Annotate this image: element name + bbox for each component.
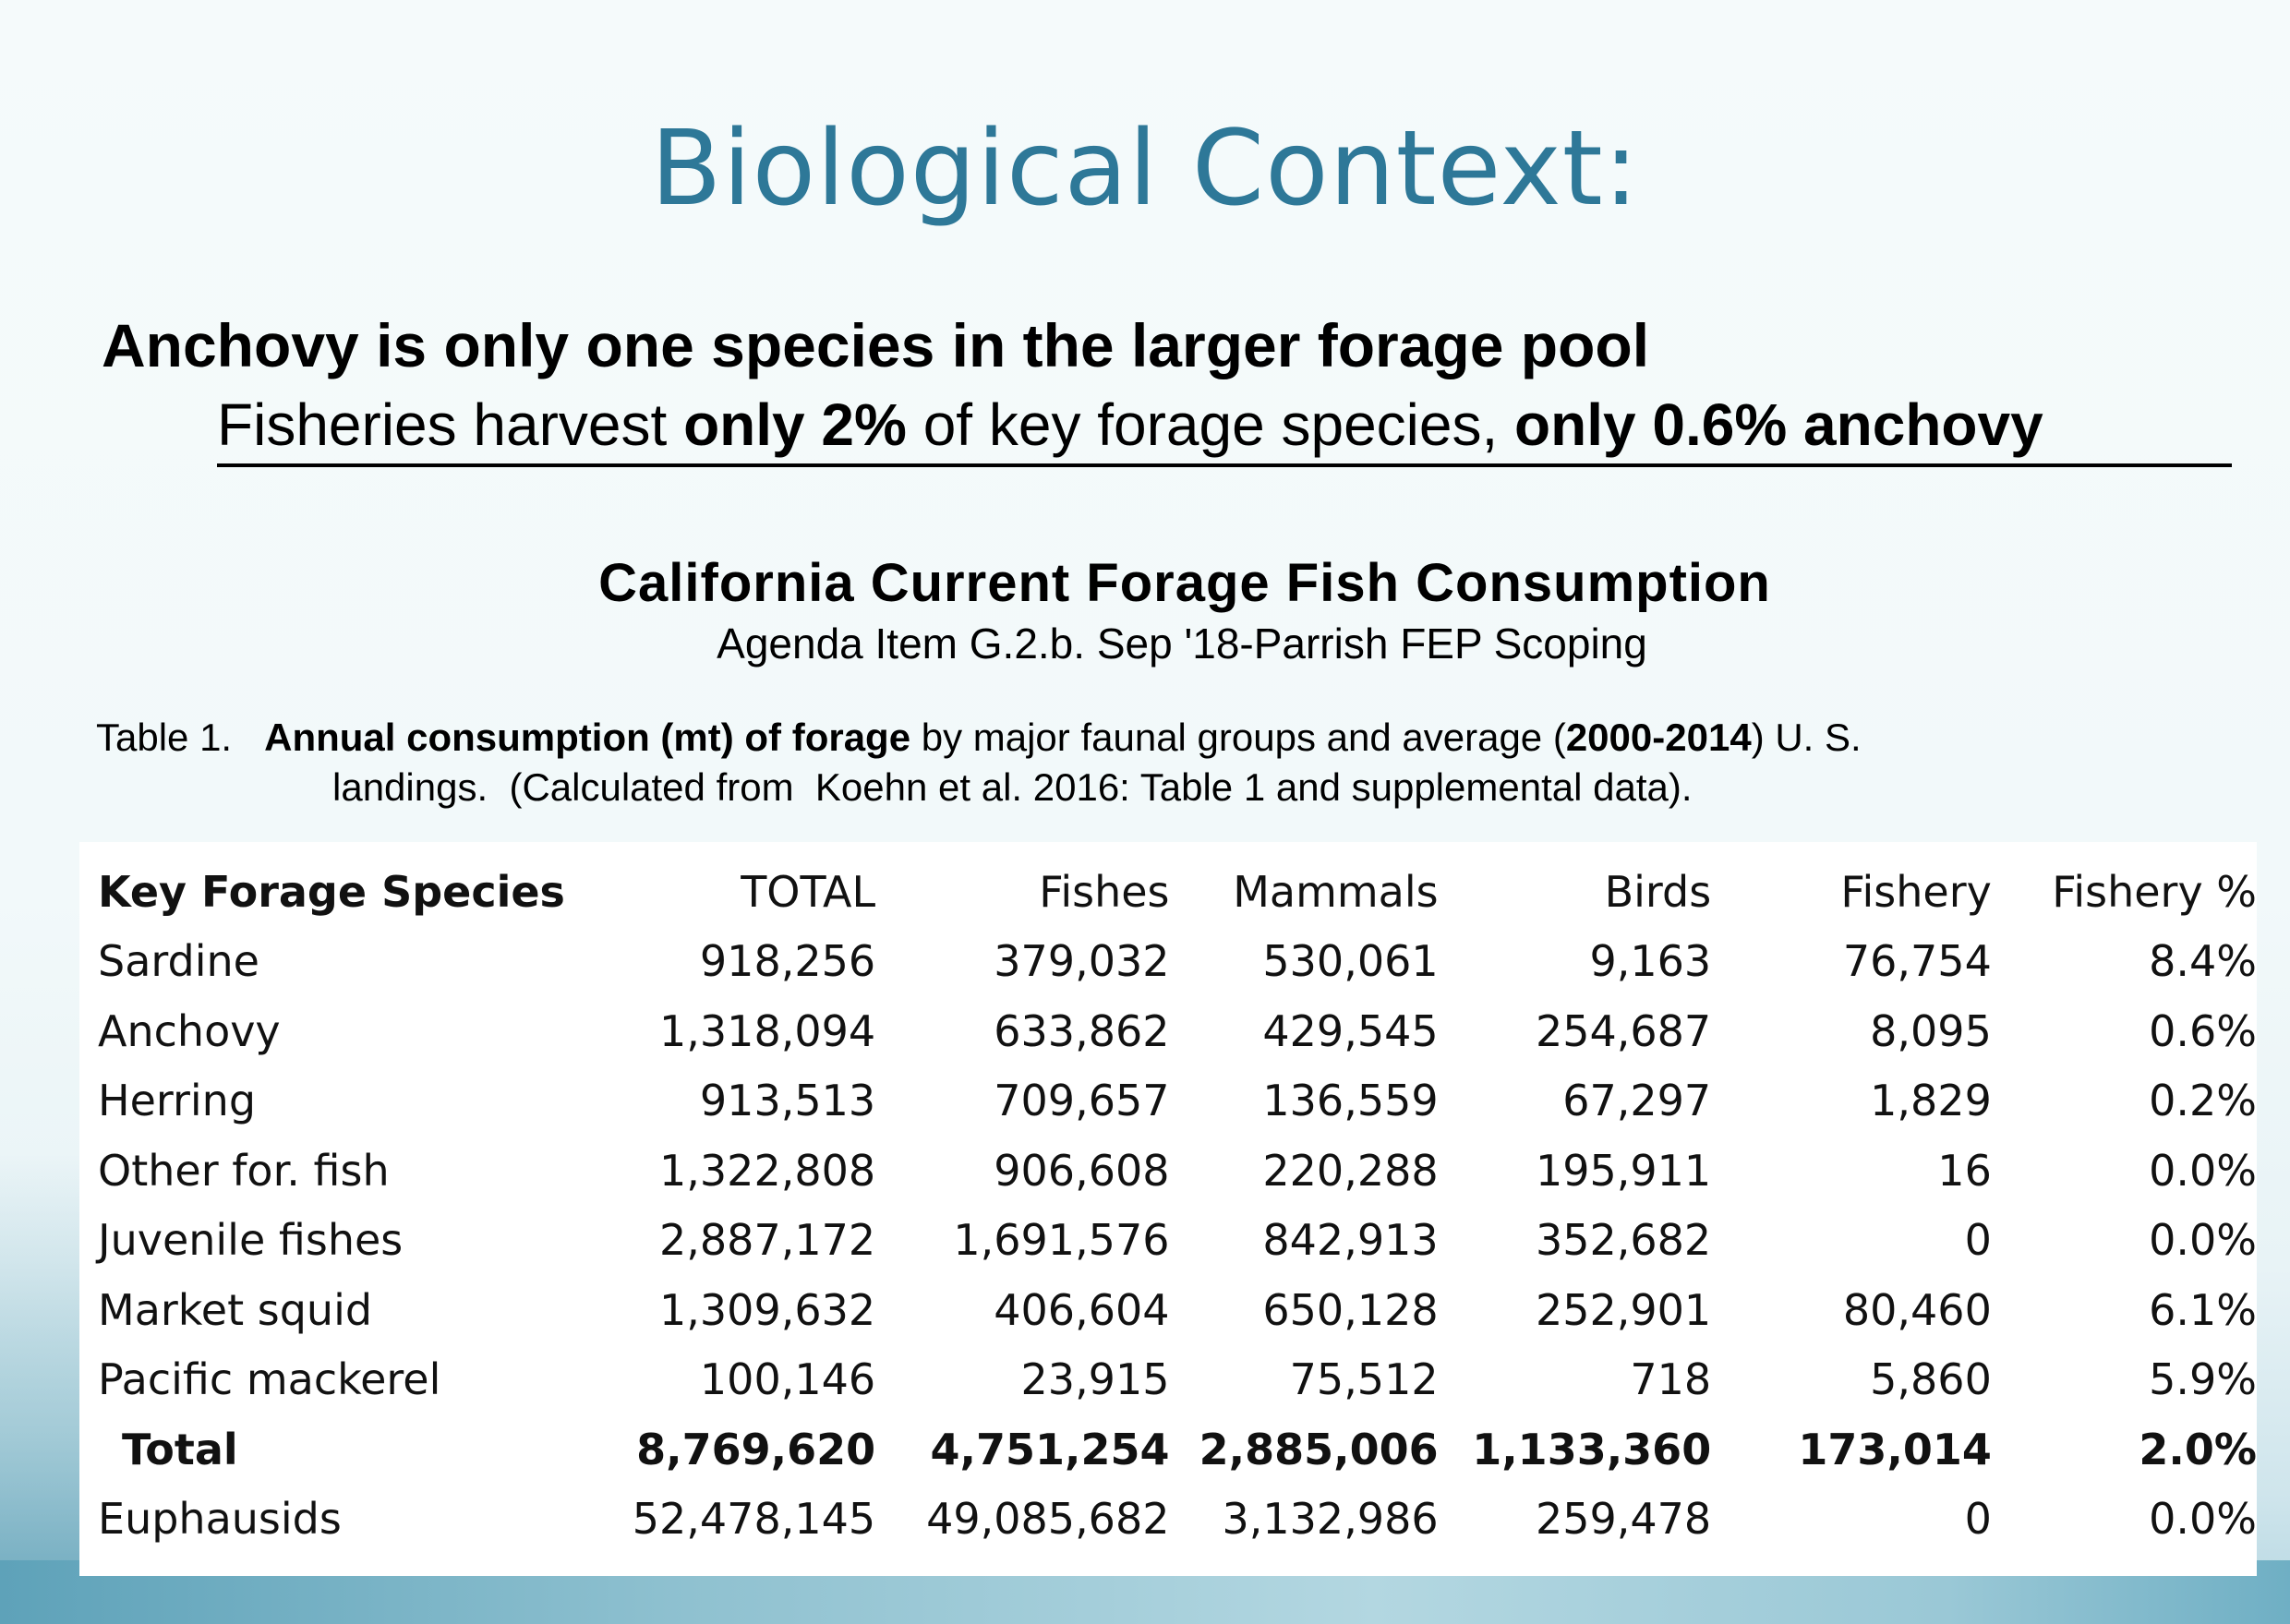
table-cell: 254,687 [1535, 1005, 1712, 1056]
table-cell: Other for. fish [98, 1145, 390, 1196]
table-cell: 0 [1964, 1215, 1992, 1266]
column-header: Key Forage Species [98, 866, 565, 917]
table-cell: 23,915 [1020, 1354, 1170, 1405]
table-cell: 16 [1937, 1145, 1992, 1196]
table-cell: Market squid [98, 1284, 373, 1335]
table-cell: Sardine [98, 936, 259, 987]
column-header: Fishes [1039, 866, 1170, 917]
table-heading: California Current Forage Fish Consumpti… [598, 553, 1771, 613]
table-cell: 8,095 [1870, 1005, 1992, 1056]
table-cell: 252,901 [1535, 1284, 1712, 1335]
table-cell: 259,478 [1535, 1494, 1712, 1545]
table-row: Pacific mackerel 100,146 23,915 75,512 7… [98, 1345, 2257, 1415]
table-cell: 5.9% [2149, 1354, 2257, 1405]
table-cell: 67,297 [1562, 1076, 1712, 1126]
table-cell: 1,309,632 [659, 1284, 876, 1335]
table-total-row: Total 8,769,620 4,751,254 2,885,006 1,13… [98, 1414, 2257, 1485]
table-row: Juvenile fishes 2,887,172 1,691,576 842,… [98, 1206, 2257, 1276]
forage-consumption-table: Key Forage Species TOTAL Fishes Mammals … [98, 857, 2257, 1554]
table-cell: 80,460 [1842, 1284, 1992, 1335]
table-cell: 1,322,808 [659, 1145, 876, 1196]
subline-text-1: Fisheries harvest [217, 391, 684, 458]
column-header: Mammals [1233, 866, 1439, 917]
caption-bold-2: 2000-2014 [1565, 716, 1752, 759]
table-cell: 75,512 [1289, 1354, 1439, 1405]
caption-bold-1: Annual consumption (mt) of forage [264, 716, 911, 759]
table-cell: 8.4% [2149, 936, 2257, 987]
table-row: Sardine 918,256 379,032 530,061 9,163 76… [98, 927, 2257, 997]
table-row: Herring 913,513 709,657 136,559 67,297 1… [98, 1066, 2257, 1137]
table-cell: 842,913 [1262, 1215, 1439, 1266]
slide-title: Biological Context: [650, 109, 1640, 229]
table-cell: Pacific mackerel [98, 1354, 441, 1405]
table-row: Anchovy 1,318,094 633,862 429,545 254,68… [98, 996, 2257, 1066]
caption-line-2: landings. (Calculated from Koehn et al. … [332, 765, 1693, 809]
table-cell: 9,163 [1589, 936, 1712, 987]
table-cell: 906,608 [994, 1145, 1170, 1196]
table-cell: 220,288 [1262, 1145, 1439, 1196]
table-cell: 633,862 [994, 1005, 1170, 1056]
table-cell: 76,754 [1842, 936, 1992, 987]
column-header: TOTAL [741, 866, 876, 917]
caption-suffix: ) U. S. [1751, 716, 1862, 759]
table-cell: 530,061 [1262, 936, 1439, 987]
table-cell: 0.0% [2149, 1494, 2257, 1545]
table-cell: 49,085,682 [926, 1494, 1170, 1545]
table-cell: 718 [1630, 1354, 1712, 1405]
table-cell: 2,885,006 [1199, 1424, 1439, 1474]
table-cell: 379,032 [994, 936, 1170, 987]
table-cell: 173,014 [1798, 1424, 1992, 1474]
column-header: Fishery [1840, 866, 1992, 917]
table-cell: Anchovy [98, 1005, 281, 1056]
column-header: Birds [1604, 866, 1712, 917]
table-cell: 1,691,576 [953, 1215, 1170, 1266]
table-container: Key Forage Species TOTAL Fishes Mammals … [79, 842, 2257, 1576]
subline-text-2: of key forage species, [906, 391, 1515, 458]
table-cell: Total [122, 1424, 238, 1474]
table-cell: 52,478,145 [632, 1494, 876, 1545]
headline: Anchovy is only one species in the large… [102, 311, 1650, 379]
subline-bold-2: only 0.6% anchovy [1514, 391, 2043, 458]
table-cell: 3,132,986 [1222, 1494, 1439, 1545]
table-cell: 0.0% [2149, 1145, 2257, 1196]
table-cell: 0.0% [2149, 1215, 2257, 1266]
table-cell: Juvenile fishes [98, 1215, 404, 1266]
table-cell: Herring [98, 1076, 257, 1126]
table-cell: 918,256 [699, 936, 876, 987]
table-cell: 650,128 [1262, 1284, 1439, 1335]
table-caption: Table 1. Annual consumption (mt) of fora… [96, 713, 2238, 812]
table-cell: 100,146 [699, 1354, 876, 1405]
table-row: Euphausids 52,478,145 49,085,682 3,132,9… [98, 1485, 2257, 1555]
table-cell: 429,545 [1262, 1005, 1439, 1056]
table-row: Market squid 1,309,632 406,604 650,128 2… [98, 1275, 2257, 1345]
table-cell: Euphausids [98, 1494, 342, 1545]
table-cell: 136,559 [1262, 1076, 1439, 1126]
agenda-item: Agenda Item G.2.b. Sep '18-Parrish FEP S… [717, 620, 1647, 668]
table-cell: 5,860 [1870, 1354, 1992, 1405]
table-cell: 6.1% [2149, 1284, 2257, 1335]
caption-mid: by major faunal groups and average ( [910, 716, 1566, 759]
subline-bold-1: only 2% [683, 391, 907, 458]
table-cell: 913,513 [699, 1076, 876, 1126]
table-cell: 352,682 [1535, 1215, 1712, 1266]
table-cell: 1,133,360 [1472, 1424, 1712, 1474]
column-header: Fishery % [2052, 866, 2257, 917]
table-cell: 1,318,094 [659, 1005, 876, 1056]
table-cell: 2,887,172 [659, 1215, 876, 1266]
caption-prefix: Table 1. [96, 716, 265, 759]
table-cell: 0.6% [2149, 1005, 2257, 1056]
table-header-row: Key Forage Species TOTAL Fishes Mammals … [98, 857, 2257, 927]
table-row: Other for. fish 1,322,808 906,608 220,28… [98, 1136, 2257, 1206]
table-cell: 195,911 [1535, 1145, 1712, 1196]
table-cell: 0.2% [2149, 1076, 2257, 1126]
table-cell: 2.0% [2139, 1424, 2257, 1474]
subline: Fisheries harvest only 2% of key forage … [217, 388, 2232, 467]
table-cell: 406,604 [994, 1284, 1170, 1335]
table-cell: 1,829 [1870, 1076, 1992, 1126]
table-cell: 8,769,620 [636, 1424, 876, 1474]
table-cell: 709,657 [994, 1076, 1170, 1126]
table-cell: 0 [1964, 1494, 1992, 1545]
table-cell: 4,751,254 [930, 1424, 1170, 1474]
